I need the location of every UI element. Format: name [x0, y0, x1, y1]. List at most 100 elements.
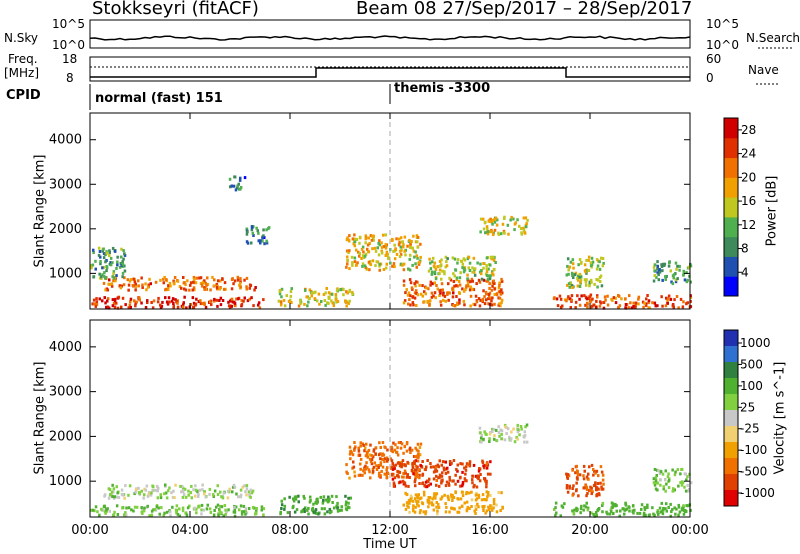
heatmap-cell [389, 457, 393, 461]
heatmap-cell [666, 301, 669, 305]
heatmap-cell [181, 486, 185, 490]
heatmap-cell [491, 430, 494, 433]
heatmap-cell [172, 282, 176, 286]
heatmap-cell [408, 278, 412, 282]
heatmap-cell [484, 290, 488, 294]
heatmap-cell [411, 295, 414, 299]
heatmap-cell [290, 301, 293, 304]
heatmap-cell [576, 507, 579, 511]
heatmap-cell [602, 482, 605, 486]
heatmap-cell [624, 297, 627, 301]
heatmap-cell [670, 280, 673, 284]
heatmap-cell [476, 261, 479, 265]
heatmap-cell [113, 299, 117, 303]
heatmap-cell [204, 495, 207, 499]
heatmap-cell [442, 466, 446, 470]
heatmap-cell [120, 255, 123, 259]
heatmap-cell [370, 458, 374, 461]
heatmap-cell [500, 298, 504, 302]
x-tick-label: 00:00 [71, 523, 108, 538]
heatmap-cell [432, 477, 436, 481]
y-tick-label: 2000 [49, 429, 82, 444]
heatmap-cell [398, 464, 402, 468]
heatmap-cell [597, 492, 601, 496]
heatmap-cell [313, 297, 317, 301]
heatmap-cell [438, 272, 441, 276]
heatmap-cell [397, 475, 400, 479]
heatmap-cell [672, 276, 675, 280]
heatmap-cell [464, 465, 468, 469]
heatmap-cell [488, 230, 492, 234]
heatmap-cell [110, 282, 114, 286]
heatmap-cell [606, 294, 609, 298]
heatmap-cell [330, 299, 333, 303]
heatmap-cell [304, 288, 307, 292]
heatmap-cell [292, 497, 296, 501]
y-tick-label: 1000 [49, 266, 82, 281]
heatmap-cell [286, 511, 290, 515]
heatmap-cell [435, 474, 438, 478]
heatmap-cell [221, 494, 225, 498]
heatmap-cell [571, 493, 574, 497]
heatmap-cell [585, 501, 588, 505]
heatmap-cell [315, 299, 319, 303]
heatmap-cell [434, 466, 438, 469]
heatmap-cell [682, 273, 685, 277]
heatmap-cell [233, 505, 236, 509]
heatmap-cell [239, 280, 242, 284]
heatmap-cell [219, 511, 223, 515]
heatmap-cell [441, 471, 444, 475]
heatmap-cell [209, 288, 212, 292]
heatmap-cell [367, 250, 371, 254]
heatmap-cell [414, 446, 417, 450]
heatmap-cell [485, 509, 489, 513]
heatmap-cell [584, 303, 587, 307]
heatmap-cell [469, 304, 472, 308]
heatmap-cell [303, 302, 306, 306]
heatmap-cell [401, 479, 405, 483]
heatmap-cell [657, 469, 660, 473]
heatmap-cell [596, 264, 600, 268]
heatmap-cell [324, 291, 327, 295]
heatmap-cell [472, 288, 476, 292]
heatmap-cell [593, 303, 596, 307]
heatmap-cell [455, 276, 459, 280]
heatmap-cell [157, 296, 160, 300]
heatmap-cell [245, 227, 249, 231]
heatmap-cell [468, 507, 471, 510]
heatmap-cell [587, 477, 590, 481]
heatmap-cell [433, 492, 436, 496]
heatmap-cell [206, 282, 210, 286]
heatmap-cell [484, 220, 487, 224]
heatmap-cell [592, 473, 595, 477]
heatmap-cell [660, 263, 663, 267]
heatmap-cell [176, 305, 180, 309]
heatmap-cell [237, 182, 240, 186]
heatmap-cell [594, 481, 597, 485]
heatmap-cell [416, 235, 420, 239]
heatmap-cell [164, 287, 168, 291]
heatmap-cell [185, 306, 188, 310]
heatmap-cell [104, 252, 107, 256]
heatmap-cell [420, 496, 423, 500]
heatmap-cell [416, 280, 419, 284]
heatmap-cell [571, 487, 574, 490]
heatmap-cell [597, 474, 600, 478]
heatmap-cell [194, 281, 198, 285]
heatmap-cell [429, 462, 432, 465]
heatmap-cell [434, 296, 437, 300]
heatmap-cell [493, 220, 497, 224]
heatmap-cell [94, 259, 97, 263]
heatmap-cell [432, 294, 435, 298]
heatmap-cell [464, 479, 467, 483]
heatmap-cell [438, 459, 441, 463]
heatmap-cell [673, 298, 676, 302]
heatmap-cell [643, 301, 646, 305]
heatmap-cell [642, 305, 645, 309]
heatmap-cell [410, 469, 414, 472]
heatmap-cell [478, 467, 482, 471]
heatmap-cell [525, 423, 529, 427]
heatmap-cell [446, 257, 449, 261]
heatmap-cell [455, 295, 458, 298]
heatmap-cell [130, 508, 133, 512]
